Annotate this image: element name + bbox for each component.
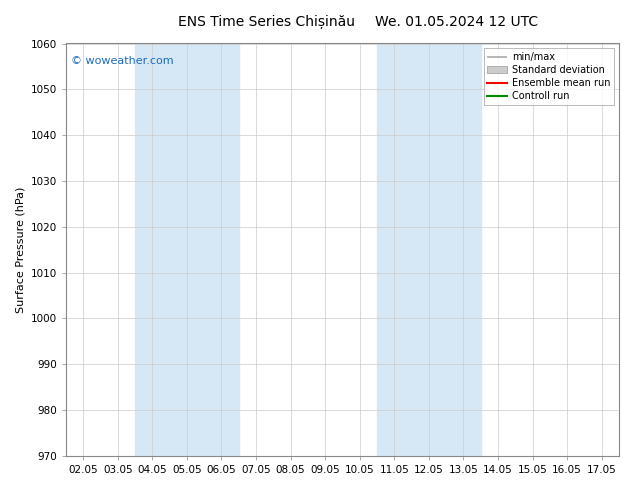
Legend: min/max, Standard deviation, Ensemble mean run, Controll run: min/max, Standard deviation, Ensemble me… xyxy=(484,49,614,105)
Text: We. 01.05.2024 12 UTC: We. 01.05.2024 12 UTC xyxy=(375,15,538,29)
Bar xyxy=(135,44,238,456)
Text: ENS Time Series Chișinău: ENS Time Series Chișinău xyxy=(178,15,355,29)
Y-axis label: Surface Pressure (hPa): Surface Pressure (hPa) xyxy=(15,187,25,313)
Bar xyxy=(377,44,481,456)
Text: © woweather.com: © woweather.com xyxy=(72,56,174,66)
